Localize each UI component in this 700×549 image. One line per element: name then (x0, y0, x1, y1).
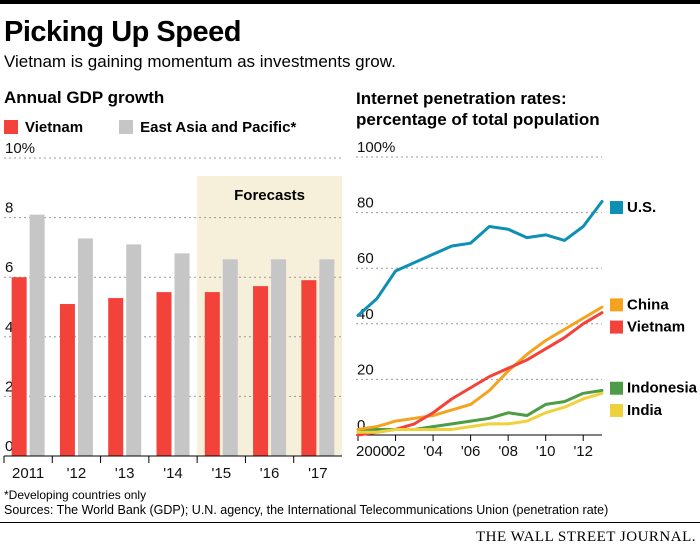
gdp-chart-legend: Vietnam East Asia and Pacific* (4, 117, 349, 137)
east-asia-swatch (119, 120, 134, 134)
x-axis-label: '14 (163, 465, 183, 482)
legend-item-east-asia: East Asia and Pacific* (119, 119, 296, 136)
x-axis-label: '17 (308, 465, 328, 482)
y-axis-label: 20 (357, 361, 374, 378)
bar-east-asia-and-pacific- (29, 214, 45, 456)
legend-label-vietnam: Vietnam (25, 118, 84, 136)
u-s--swatch (610, 201, 623, 215)
x-axis-label: 2011 (12, 465, 44, 482)
line-china (356, 305, 604, 431)
bar-east-asia-and-pacific- (222, 259, 238, 456)
x-axis-label: '13 (115, 465, 135, 482)
bar-vietnam (156, 292, 172, 456)
bar-vietnam (11, 277, 27, 456)
line-u-s- (356, 199, 604, 317)
bar-vietnam (59, 304, 75, 456)
internet-chart-title: Internet penetration rates: percentage o… (356, 89, 600, 129)
series-label: Vietnam (627, 319, 685, 336)
y-axis-label: 4 (5, 319, 13, 336)
legend-item-vietnam: Vietnam (4, 119, 83, 136)
top-rule-divider (0, 0, 700, 4)
y-axis-label: 40 (357, 306, 374, 323)
line-vietnam (356, 311, 604, 437)
forecast-band (197, 176, 342, 456)
y-axis-label: 100% (357, 139, 395, 156)
bar-east-asia-and-pacific- (319, 259, 335, 456)
gdp-bar-chart: Forecasts 0 2 4 6 8 10% 2011 '12 '13 '14 '15 '16 '17 (3, 140, 342, 482)
forecast-label: Forecasts (234, 187, 305, 204)
y-axis-label: 2 (5, 378, 13, 395)
bar-vietnam (204, 292, 220, 456)
bar-east-asia-and-pacific- (126, 244, 142, 456)
x-axis-label: '12 (67, 465, 87, 482)
bar-east-asia-and-pacific- (271, 259, 287, 456)
y-axis-label: 80 (357, 195, 374, 212)
series-label: U.S. (627, 199, 656, 216)
x-axis-label: '15 (212, 465, 232, 482)
series-label: China (627, 296, 669, 313)
line-india (356, 391, 604, 434)
y-axis-label: 0 (357, 417, 365, 434)
x-axis-label: '10 (536, 443, 556, 460)
brand-row: THE WALL STREET JOURNAL. (0, 522, 700, 546)
footnote: *Developing countries only (4, 488, 147, 502)
y-axis-label: 6 (5, 259, 13, 276)
sources-line: Sources: The World Bank (GDP); U.N. agen… (4, 503, 609, 517)
series-label: Indonesia (627, 380, 698, 397)
page-subtitle: Vietnam is gaining momentum as investmen… (4, 52, 396, 71)
x-axis-label: '02 (386, 443, 406, 460)
x-axis-label: '04 (423, 443, 443, 460)
vietnam-swatch (4, 120, 18, 134)
china-swatch (610, 298, 623, 312)
y-axis-label: 8 (5, 200, 13, 217)
y-axis-label: 0 (5, 438, 13, 455)
bar-vietnam (301, 280, 317, 456)
legend-label-east-asia: East Asia and Pacific* (140, 118, 297, 136)
y-axis-label: 10% (5, 140, 35, 157)
bar-east-asia-and-pacific- (77, 238, 93, 456)
indonesia-swatch (610, 381, 623, 395)
bar-east-asia-and-pacific- (174, 253, 190, 456)
india-swatch (610, 403, 623, 417)
internet-line-chart: 0 20 40 60 80 100% 2000'02 '04 '06 '08 '10 '12 U.S. C… (356, 139, 698, 460)
charts-row: Annual GDP growth Vietnam East Asia and … (3, 88, 700, 482)
series-label: India (627, 402, 663, 419)
gdp-chart-title: Annual GDP growth (4, 88, 165, 107)
x-axis-label: 2000 (356, 443, 389, 460)
vietnam-swatch (610, 320, 623, 334)
bar-vietnam (108, 298, 124, 456)
gdp-chart-panel: Annual GDP growth Vietnam East Asia and … (3, 88, 349, 482)
page-title: Picking Up Speed (4, 16, 241, 48)
internet-chart-panel: Internet penetration rates: percentage o… (356, 88, 700, 482)
bar-vietnam (253, 286, 269, 456)
wsj-logo: THE WALL STREET JOURNAL. (475, 529, 696, 545)
x-axis-label: '12 (573, 443, 593, 460)
x-axis-label: '06 (461, 443, 481, 460)
y-axis-label: 60 (357, 250, 374, 267)
x-axis-label: '08 (498, 443, 518, 460)
x-axis-label: '16 (260, 465, 280, 482)
